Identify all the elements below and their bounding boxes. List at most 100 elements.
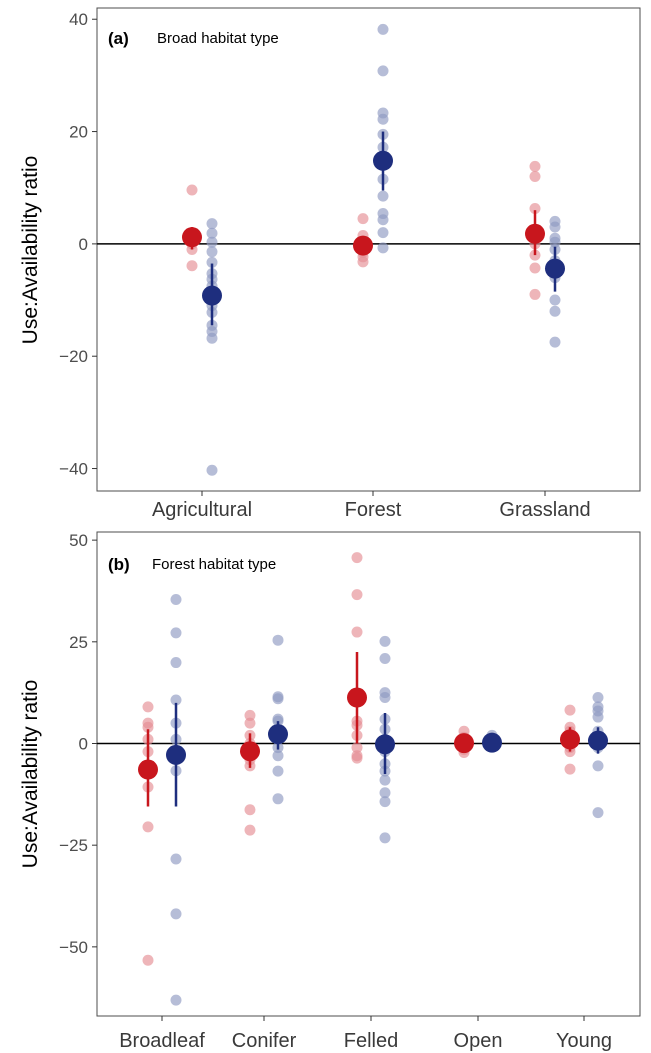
raw-point-blue (592, 760, 604, 772)
raw-point-blue (592, 692, 604, 704)
raw-point-red (244, 824, 256, 836)
raw-point-blue (377, 227, 389, 239)
panel-a-category-label: Grassland (499, 499, 590, 521)
panel-a: (a) Broad habitat type Use:Availability … (19, 7, 641, 521)
panel-b: (b) Forest habitat type Use:Availability… (19, 531, 641, 1052)
raw-point-blue (170, 994, 182, 1006)
panel-a-category-label: Agricultural (152, 499, 252, 521)
raw-point-blue (379, 774, 391, 786)
raw-point-blue (170, 908, 182, 920)
raw-point-blue (170, 657, 182, 669)
panel-a-category-label: Forest (345, 499, 402, 521)
mean-point-blue (375, 734, 395, 755)
raw-point-red (357, 213, 369, 225)
raw-point-blue (377, 23, 389, 35)
mean-point-blue (482, 732, 502, 753)
panel-a-y-tick-label: 40 (69, 10, 88, 29)
raw-point-blue (379, 692, 391, 704)
raw-point-blue (377, 242, 389, 254)
panel-b-category-label: Open (454, 1030, 503, 1052)
raw-point-red (351, 626, 363, 638)
mean-point-red (454, 733, 474, 754)
raw-point-red (564, 763, 576, 775)
mean-point-red (560, 729, 580, 750)
mean-point-red (525, 223, 545, 244)
mean-point-blue (202, 285, 222, 306)
panel-a-title: Broad habitat type (157, 30, 279, 47)
mean-point-red (347, 687, 367, 708)
mean-point-red (353, 235, 373, 256)
raw-point-blue (272, 634, 284, 646)
mean-point-red (182, 227, 202, 248)
raw-point-blue (170, 627, 182, 639)
panel-b-y-tick-label: −50 (59, 938, 88, 957)
raw-point-blue (170, 594, 182, 606)
raw-point-blue (549, 221, 561, 233)
raw-point-blue (379, 832, 391, 844)
panel-b-category-label: Felled (344, 1030, 398, 1052)
raw-point-blue (379, 652, 391, 664)
raw-point-red (186, 260, 198, 272)
raw-point-blue (549, 294, 561, 306)
raw-point-blue (549, 336, 561, 348)
raw-point-red (564, 704, 576, 716)
raw-point-blue (592, 711, 604, 723)
panel-b-title: Forest habitat type (152, 556, 276, 573)
raw-point-red (186, 184, 198, 196)
raw-point-red (244, 804, 256, 816)
mean-point-red (240, 741, 260, 762)
panel-b-y-tick-label: 25 (69, 633, 88, 652)
raw-point-red (529, 262, 541, 274)
raw-point-blue (206, 246, 218, 258)
mean-point-red (138, 759, 158, 780)
panel-b-category-label: Broadleaf (119, 1030, 205, 1052)
raw-point-blue (170, 853, 182, 865)
panel-b-tag: (b) (108, 555, 130, 574)
raw-point-blue (377, 65, 389, 77)
raw-point-red (142, 701, 154, 713)
raw-point-red (529, 170, 541, 182)
panel-b-category-label: Conifer (232, 1030, 297, 1052)
raw-point-red (357, 256, 369, 268)
raw-point-blue (377, 190, 389, 202)
raw-point-blue (549, 305, 561, 317)
raw-point-red (351, 742, 363, 754)
panel-b-y-tick-label: 50 (69, 531, 88, 550)
raw-point-red (244, 717, 256, 729)
raw-point-blue (592, 807, 604, 819)
mean-point-blue (588, 730, 608, 751)
raw-point-blue (206, 256, 218, 268)
raw-point-blue (206, 227, 218, 239)
panel-b-y-axis-title: Use:Availability ratio (19, 680, 42, 869)
raw-point-red (351, 552, 363, 564)
raw-point-blue (377, 113, 389, 125)
panel-b-frame (96, 531, 641, 1017)
panel-b-y-tick-label: −25 (59, 836, 88, 855)
panel-b-category-label: Young (556, 1030, 612, 1052)
raw-point-blue (170, 694, 182, 706)
mean-point-blue (545, 258, 565, 279)
raw-point-blue (272, 793, 284, 805)
panel-a-y-tick-label: 20 (69, 123, 88, 142)
raw-point-red (351, 589, 363, 601)
raw-point-blue (206, 464, 218, 476)
raw-point-blue (379, 635, 391, 647)
raw-point-blue (272, 750, 284, 762)
raw-point-blue (377, 214, 389, 226)
panel-a-y-tick-label: 0 (79, 235, 88, 254)
raw-point-blue (379, 787, 391, 799)
raw-point-red (142, 954, 154, 966)
raw-point-red (244, 709, 256, 721)
raw-point-blue (272, 693, 284, 705)
raw-point-blue (206, 218, 218, 230)
panel-a-tag: (a) (108, 29, 129, 48)
panel-a-y-axis-title: Use:Availability ratio (19, 156, 42, 345)
raw-point-blue (206, 236, 218, 248)
raw-point-blue (272, 765, 284, 777)
raw-point-blue (379, 796, 391, 808)
raw-point-blue (206, 332, 218, 344)
mean-point-blue (166, 744, 186, 765)
panel-a-frame (96, 7, 641, 492)
raw-point-red (142, 821, 154, 833)
